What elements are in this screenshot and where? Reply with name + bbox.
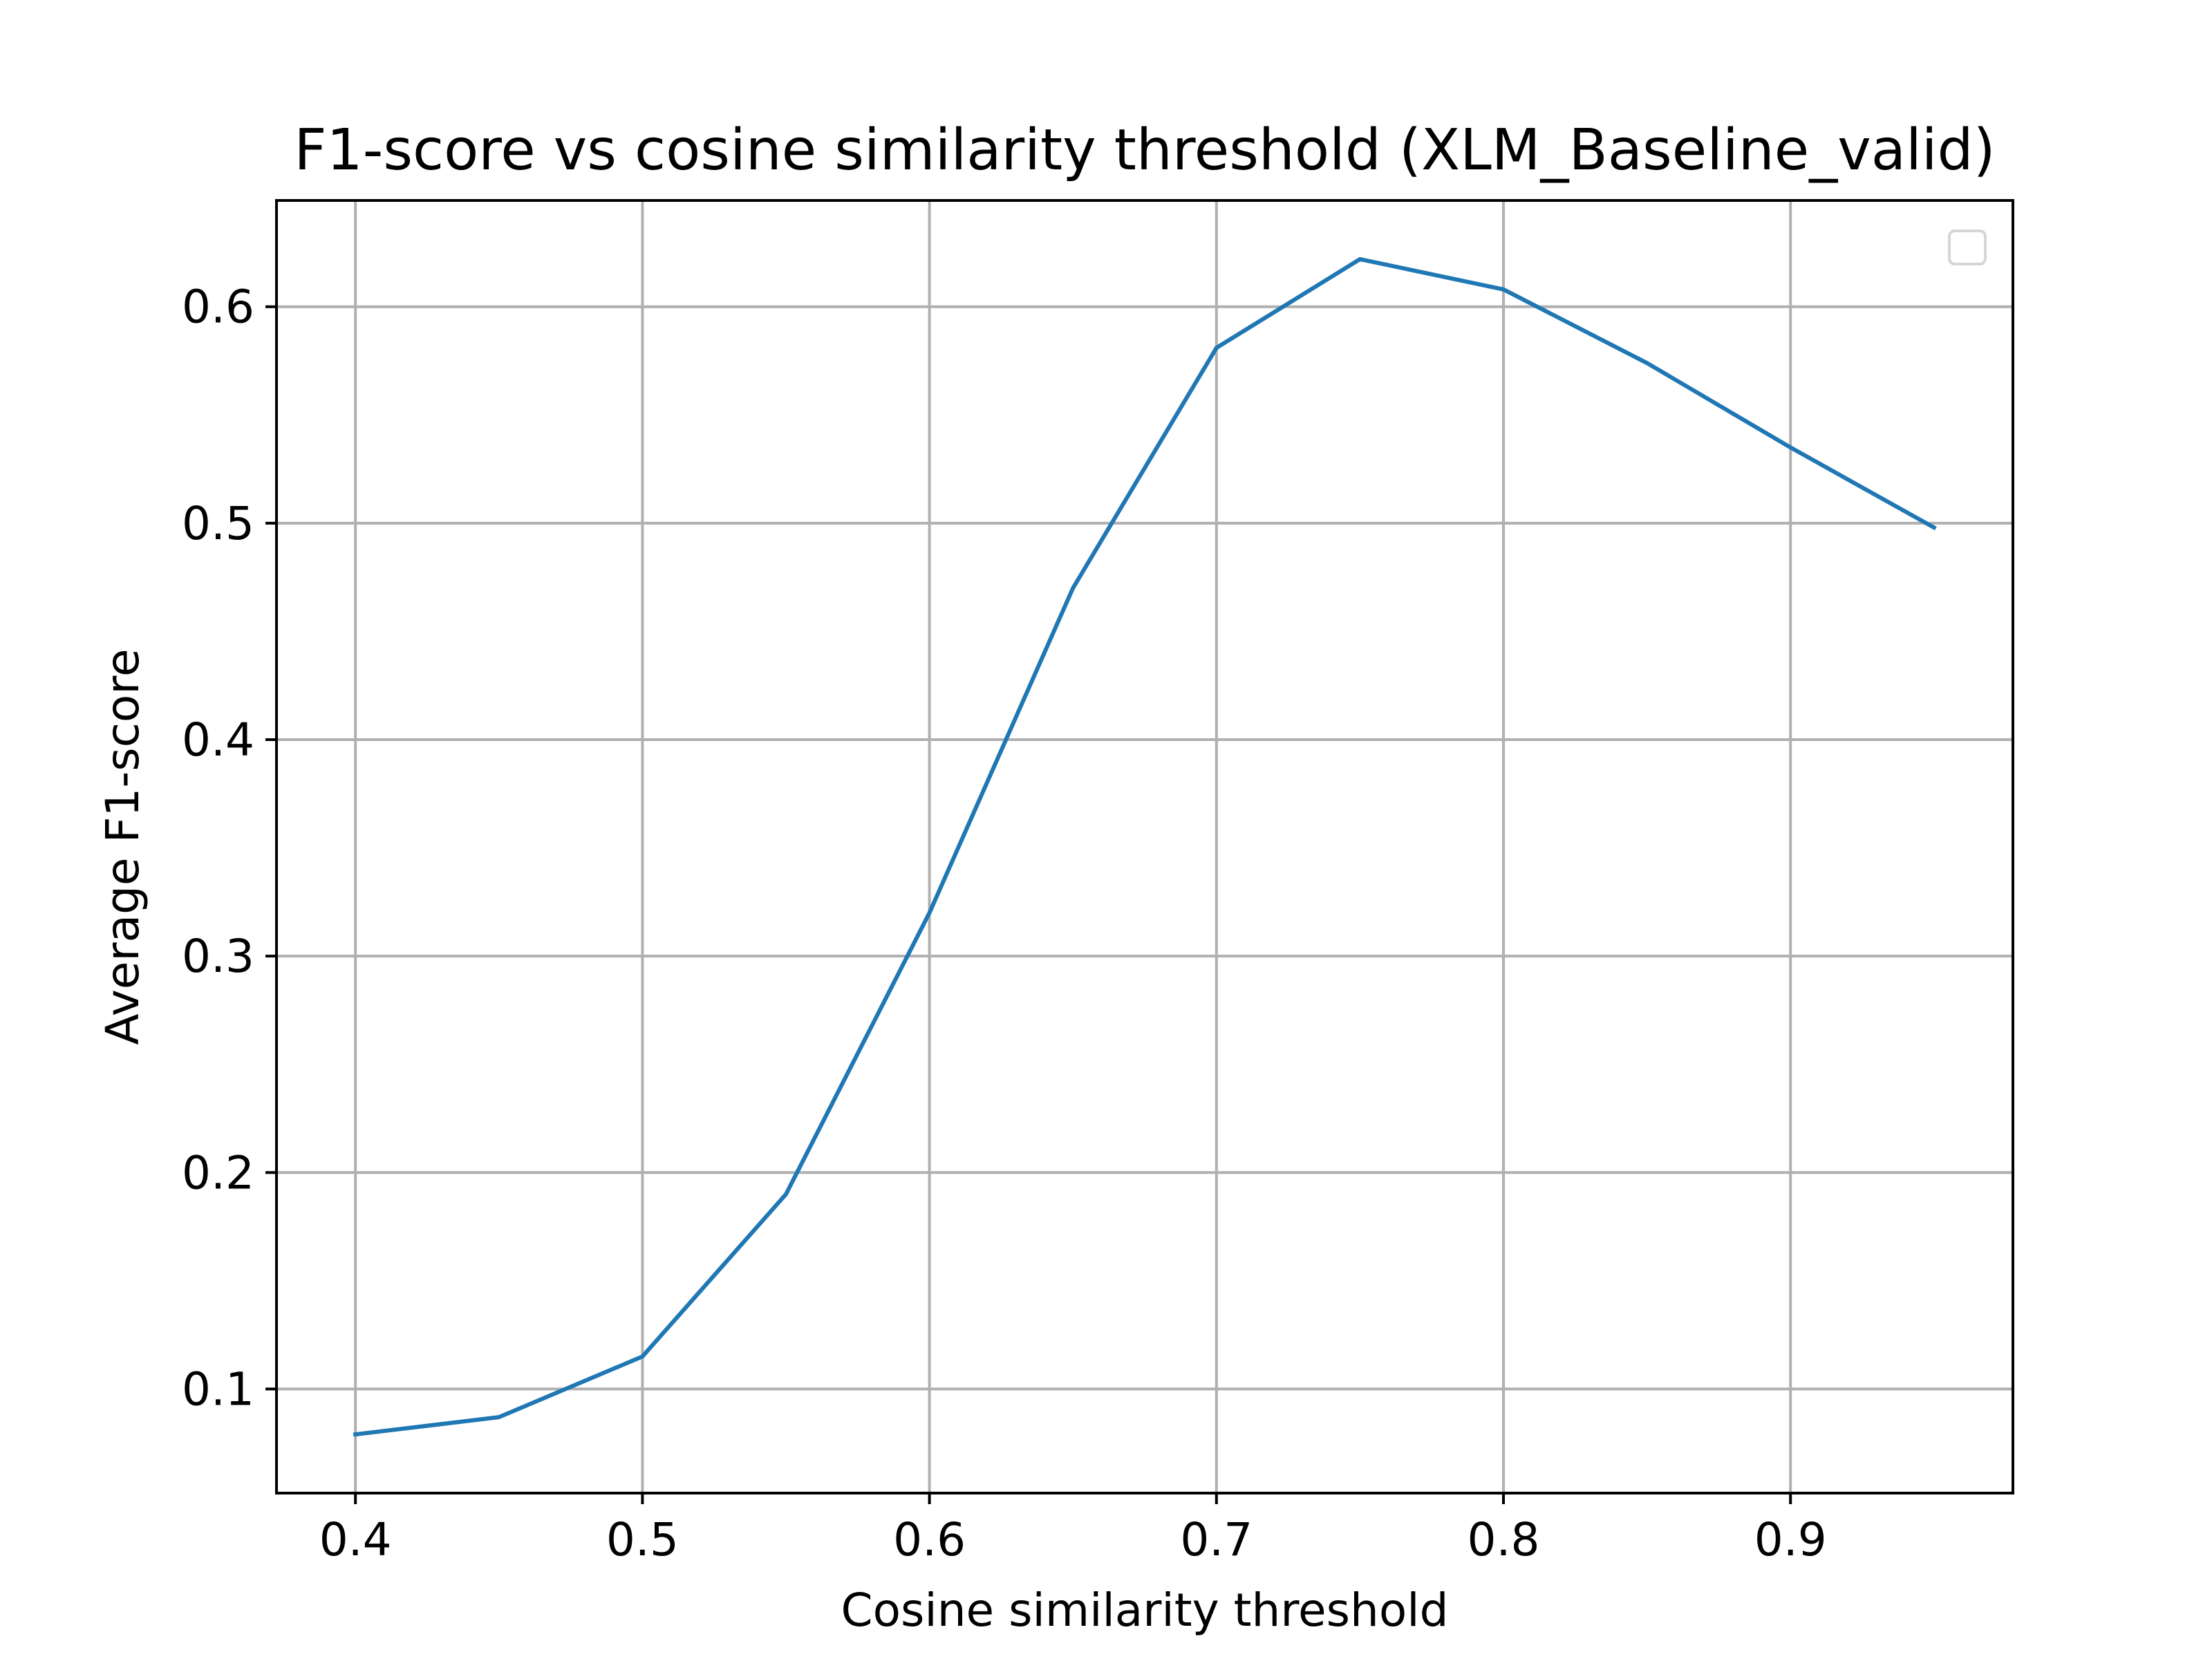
- x-tick-label: 0.7: [1180, 1513, 1253, 1566]
- x-axis-label: Cosine similarity threshold: [841, 1584, 1449, 1637]
- x-tick-label: 0.6: [893, 1513, 966, 1566]
- series-line: [353, 256, 1937, 1437]
- y-axis-label: Average F1-score: [96, 648, 149, 1044]
- y-tick-label: 0.1: [182, 1362, 254, 1416]
- axes-frame: [275, 199, 2014, 1494]
- x-tick-label: 0.9: [1754, 1513, 1827, 1566]
- grid-layer: [276, 200, 2013, 1493]
- tick-layer: 0.4 0.5 0.6 0.7 0.8 0.9 0.1 0.2 0.3 0.4 0.5 0.6: [182, 281, 1827, 1566]
- legend-box: [1948, 229, 1987, 265]
- y-tick-label: 0.3: [182, 930, 254, 983]
- x-tick-label: 0.5: [606, 1513, 679, 1566]
- x-tick-label: 0.4: [319, 1513, 392, 1566]
- y-tick-label: 0.5: [182, 497, 254, 550]
- series-layer: [353, 256, 1937, 1437]
- y-tick-label: 0.4: [182, 713, 254, 767]
- y-tick-label: 0.6: [182, 281, 254, 334]
- y-tick-label: 0.2: [182, 1146, 254, 1199]
- chart-title: F1-score vs cosine similarity threshold …: [294, 118, 1995, 183]
- x-tick-label: 0.8: [1468, 1513, 1540, 1566]
